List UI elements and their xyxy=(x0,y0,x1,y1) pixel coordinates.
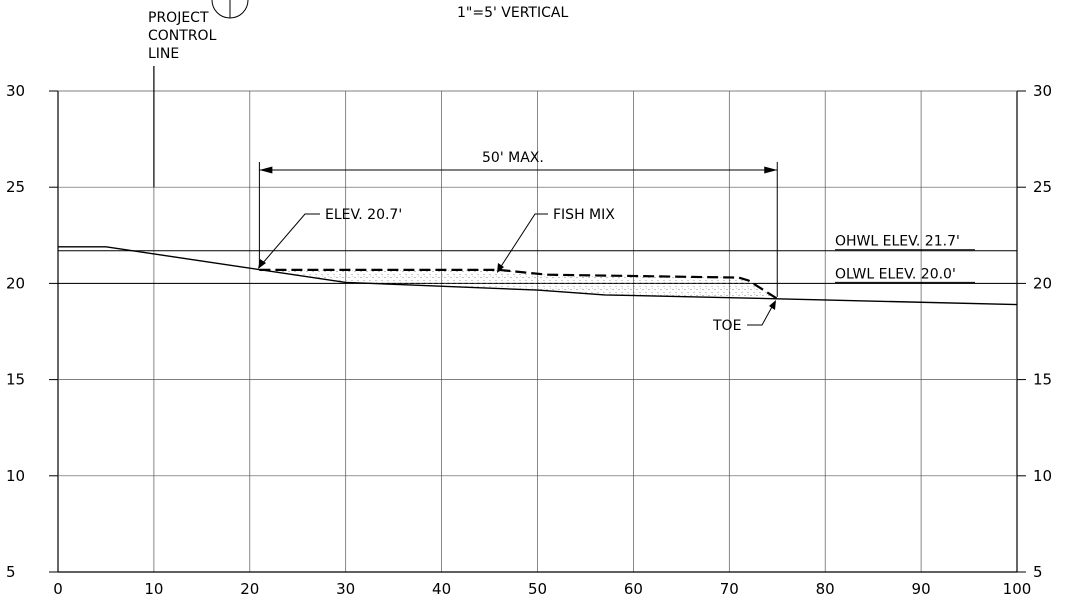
toe-leader xyxy=(747,304,774,326)
elev-arrowhead xyxy=(258,259,266,269)
x-tick-label: 100 xyxy=(1003,580,1032,598)
control-line-label-1: PROJECT xyxy=(148,10,209,26)
dimension-arrow-left xyxy=(259,166,273,174)
x-tick-label: 10 xyxy=(144,580,163,598)
y-tick-label-right: 20 xyxy=(1033,274,1052,292)
x-tick-label: 80 xyxy=(816,580,835,598)
x-tick-label: 0 xyxy=(53,580,63,598)
x-tick-label: 40 xyxy=(432,580,451,598)
y-tick-label-right: 15 xyxy=(1033,371,1052,389)
y-tick-label-right: 30 xyxy=(1033,82,1052,100)
existing-ground-line xyxy=(58,246,1018,306)
control-line-label-3: LINE xyxy=(148,46,179,62)
x-tick-label: 30 xyxy=(336,580,355,598)
elev-leader xyxy=(261,213,320,265)
callout-elev: ELEV. 20.7' xyxy=(258,207,402,269)
y-tick-label-left: 15 xyxy=(6,371,25,389)
y-tick-label-left: 5 xyxy=(6,563,16,581)
y-tick-label-right: 25 xyxy=(1033,178,1052,196)
toe-arrowhead xyxy=(769,300,776,310)
y-tick-label-left: 10 xyxy=(6,467,25,485)
y-tick-label-left: 20 xyxy=(6,274,25,292)
elev-callout-label: ELEV. 20.7' xyxy=(325,207,402,223)
ohwl-label: OHWL ELEV. 21.7' xyxy=(835,234,960,250)
fish-mix-arrowhead xyxy=(497,263,504,273)
x-tick-label: 60 xyxy=(624,580,643,598)
x-tick-label: 70 xyxy=(720,580,739,598)
toe-callout-label: TOE xyxy=(712,318,741,334)
fish-mix-top-line xyxy=(259,268,778,300)
fish-mix-fill xyxy=(259,269,778,299)
x-tick-label: 20 xyxy=(240,580,259,598)
y-tick-label-left: 25 xyxy=(6,178,25,196)
x-tick-label: 50 xyxy=(528,580,547,598)
fish-mix-leader xyxy=(499,213,548,269)
olwl-label: OLWL ELEV. 20.0' xyxy=(835,266,956,282)
water-levels: OHWL ELEV. 21.7' OLWL ELEV. 20.0' xyxy=(58,234,1017,284)
fish-mix-callout-label: FISH MIX xyxy=(553,207,615,223)
dimension-label: 50' MAX. xyxy=(482,150,544,166)
control-line-label-2: CONTROL xyxy=(148,28,217,44)
scale-note: 1"=5' VERTICAL xyxy=(457,5,568,21)
dimension-arrow-right xyxy=(764,166,778,174)
dimension-50ft: 50' MAX. xyxy=(258,150,778,297)
x-tick-label: 90 xyxy=(912,580,931,598)
callout-fish-mix: FISH MIX xyxy=(497,207,615,273)
y-tick-label-left: 30 xyxy=(6,82,25,100)
y-tick-label-right: 5 xyxy=(1033,563,1043,581)
y-tick-label-right: 10 xyxy=(1033,467,1052,485)
callout-toe: TOE xyxy=(712,300,776,334)
